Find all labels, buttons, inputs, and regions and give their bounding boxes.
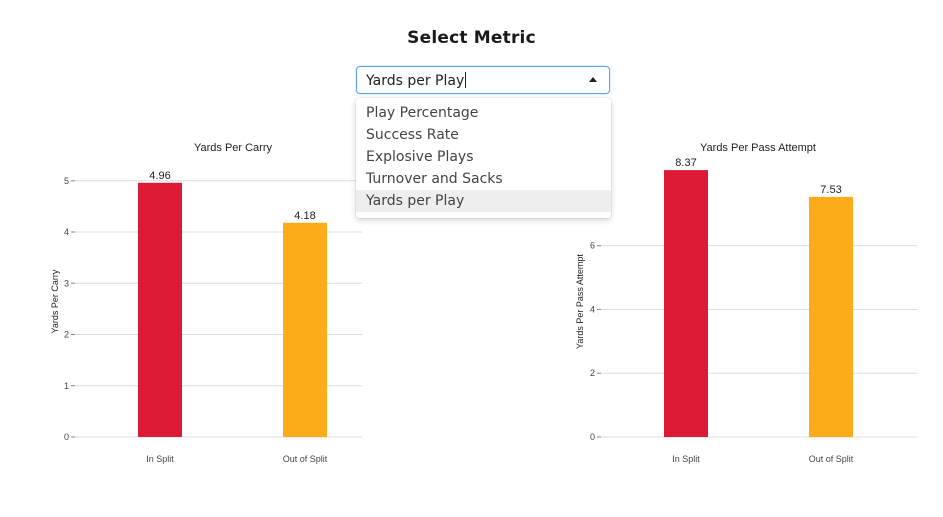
chart2-ytick-label: 0 xyxy=(590,432,595,442)
text-cursor xyxy=(465,72,467,88)
chart2-bar-label: 8.37 xyxy=(675,157,696,169)
chart2-bar xyxy=(809,196,853,437)
metric-select[interactable]: Yards per Play xyxy=(356,66,610,94)
option-play-percentage[interactable]: Play Percentage xyxy=(366,105,479,121)
chart2-xtick-label: In Split xyxy=(672,454,700,464)
chart2-bar-label: 7.53 xyxy=(820,184,841,196)
chart1-ytick-label: 5 xyxy=(64,176,69,186)
option-turnover-and-sacks[interactable]: Turnover and Sacks xyxy=(366,171,503,187)
chart2-title: Yards Per Pass Attempt xyxy=(700,142,816,154)
chart1-ytick-label: 1 xyxy=(64,381,69,391)
chevron-up-icon[interactable] xyxy=(589,77,597,82)
chart2-xtick-label: Out of Split xyxy=(809,454,854,464)
chart2-ytick-label: 4 xyxy=(590,304,595,314)
chart2-ytick-label: 2 xyxy=(590,368,595,378)
chart1-title: Yards Per Carry xyxy=(194,142,273,154)
chart2-ytick-label: 6 xyxy=(590,241,595,251)
chart1-ylabel: Yards Per Carry xyxy=(50,269,60,333)
chart2-ylabel: Yards Per Pass Attempt xyxy=(575,254,585,349)
option-explosive-plays[interactable]: Explosive Plays xyxy=(366,149,474,165)
metric-dropdown-menu: Play Percentage Success Rate Explosive P… xyxy=(356,98,611,218)
chart1-bar xyxy=(138,182,182,437)
chart1-bar-label: 4.96 xyxy=(149,170,170,182)
chart1-bar xyxy=(283,222,327,437)
chart1-bar-label: 4.18 xyxy=(294,210,315,222)
option-yards-per-play[interactable]: Yards per Play xyxy=(356,190,611,212)
option-success-rate[interactable]: Success Rate xyxy=(366,127,459,143)
chart1-ytick-label: 2 xyxy=(64,330,69,340)
chart2-bar xyxy=(664,170,708,437)
metric-select-value[interactable]: Yards per Play xyxy=(366,72,467,89)
page-title: Select Metric xyxy=(407,28,536,48)
chart1-xtick-label: In Split xyxy=(146,454,174,464)
chart1-ytick-label: 3 xyxy=(64,278,69,288)
chart1-xtick-label: Out of Split xyxy=(283,454,328,464)
chart1-ytick-label: 0 xyxy=(64,432,69,442)
chart1-ytick-label: 4 xyxy=(64,227,69,237)
